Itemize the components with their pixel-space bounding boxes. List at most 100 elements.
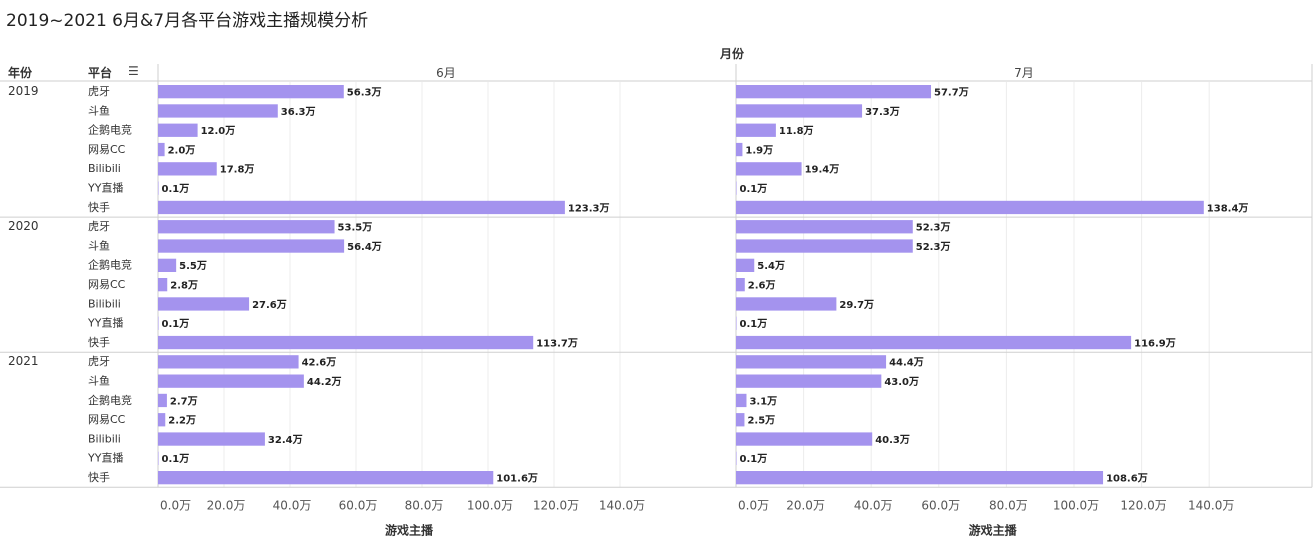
bar: [158, 278, 168, 292]
x-tick-label: 20.0万: [207, 498, 246, 512]
bar: [736, 278, 745, 292]
data-label: 1.9万: [745, 144, 773, 156]
data-label: 44.4万: [889, 357, 924, 369]
bar: [736, 471, 1104, 485]
data-label: 3.1万: [749, 395, 777, 407]
data-label: 19.4万: [805, 164, 840, 176]
bar: [158, 142, 165, 157]
bar: [158, 451, 159, 465]
x-tick-label: 40.0万: [273, 498, 312, 512]
data-label: 40.3万: [875, 434, 910, 446]
data-label: 2.6万: [748, 280, 776, 292]
bar: [158, 104, 278, 118]
x-tick-label: 80.0万: [405, 498, 444, 512]
platform-label: 斗鱼: [88, 103, 110, 117]
data-label: 12.0万: [201, 125, 236, 137]
platform-label: 快手: [88, 470, 110, 484]
bar: [158, 374, 304, 388]
data-label: 56.4万: [347, 241, 382, 253]
platform-label: YY直播: [87, 316, 123, 330]
bar: [158, 123, 198, 137]
bar: [158, 471, 494, 485]
bar: [736, 142, 743, 157]
data-label: 108.6万: [1106, 473, 1148, 485]
bar: [736, 393, 747, 408]
platform-label: 企鹅电竞: [88, 123, 132, 137]
bar: [736, 104, 863, 118]
data-label: 101.6万: [496, 473, 538, 485]
bar: [736, 355, 887, 369]
data-label: 27.6万: [252, 299, 287, 311]
bar: [736, 239, 913, 253]
bar: [158, 393, 167, 408]
data-label: 52.3万: [916, 241, 951, 253]
x-tick-label: 0.0万: [738, 498, 769, 512]
data-label: 57.7万: [934, 87, 969, 99]
bar: [158, 162, 217, 176]
bar: [736, 374, 882, 388]
data-label: 11.8万: [779, 125, 814, 137]
data-label: 0.1万: [740, 453, 768, 465]
data-label: 37.3万: [865, 106, 900, 118]
data-label: 56.3万: [347, 87, 382, 99]
data-label: 2.5万: [747, 415, 775, 427]
data-label: 0.1万: [162, 318, 190, 330]
panel-header-label: 7月: [1014, 66, 1034, 80]
panel-header-label: 6月: [436, 66, 456, 80]
bar: [158, 181, 159, 195]
platform-label: 虎牙: [88, 85, 110, 98]
x-tick-label: 140.0万: [1188, 498, 1234, 512]
platform-label: 企鹅电竞: [88, 258, 132, 272]
data-label: 36.3万: [281, 106, 316, 118]
bar: [736, 316, 737, 330]
sort-descending-icon[interactable]: ☰: [128, 64, 139, 78]
x-tick-label: 120.0万: [533, 498, 579, 512]
data-label: 43.0万: [884, 376, 919, 388]
data-label: 5.5万: [179, 260, 207, 272]
platform-label: 斗鱼: [88, 374, 110, 388]
platform-label: 斗鱼: [88, 238, 110, 252]
x-tick-label: 60.0万: [339, 498, 378, 512]
data-label: 32.4万: [268, 434, 303, 446]
platform-label: YY直播: [87, 181, 123, 195]
platform-label: 网易CC: [88, 413, 126, 426]
data-label: 0.1万: [740, 318, 768, 330]
bar: [736, 258, 755, 272]
platform-label: Bilibili: [88, 162, 121, 175]
data-label: 138.4万: [1207, 202, 1249, 214]
x-tick-label: 20.0万: [786, 498, 825, 512]
year-label: 2020: [8, 219, 39, 233]
year-column-header: 年份: [8, 66, 33, 80]
bar: [158, 413, 166, 427]
data-label: 44.2万: [307, 376, 342, 388]
platform-column-header[interactable]: 平台: [88, 66, 113, 80]
data-label: 123.3万: [568, 202, 610, 214]
bar: [736, 432, 873, 446]
chart-title: 2019~2021 6月&7月各平台游戏主播规模分析: [6, 11, 369, 31]
data-label: 2.7万: [170, 395, 198, 407]
x-tick-label: 140.0万: [599, 498, 645, 512]
data-label: 116.9万: [1134, 337, 1176, 349]
data-label: 0.1万: [162, 453, 190, 465]
platform-label: 快手: [88, 200, 110, 214]
data-label: 2.0万: [168, 144, 196, 156]
x-axis-title: 游戏主播: [385, 522, 434, 537]
x-tick-label: 80.0万: [989, 498, 1028, 512]
data-label: 2.2万: [168, 415, 196, 427]
year-label: 2019: [8, 84, 39, 98]
data-label: 0.1万: [162, 183, 190, 195]
x-tick-label: 60.0万: [921, 498, 960, 512]
data-label: 17.8万: [220, 164, 255, 176]
bar: [736, 220, 913, 234]
bar: [158, 258, 177, 272]
data-label: 29.7万: [839, 299, 874, 311]
bar: [158, 335, 534, 350]
platform-label: Bilibili: [88, 297, 121, 310]
column-group-header: 月份: [720, 47, 745, 61]
x-tick-label: 120.0万: [1120, 498, 1166, 512]
bar: [736, 85, 932, 99]
x-axis-title: 游戏主播: [969, 522, 1018, 537]
x-tick-label: 0.0万: [160, 498, 191, 512]
data-label: 53.5万: [338, 222, 373, 234]
